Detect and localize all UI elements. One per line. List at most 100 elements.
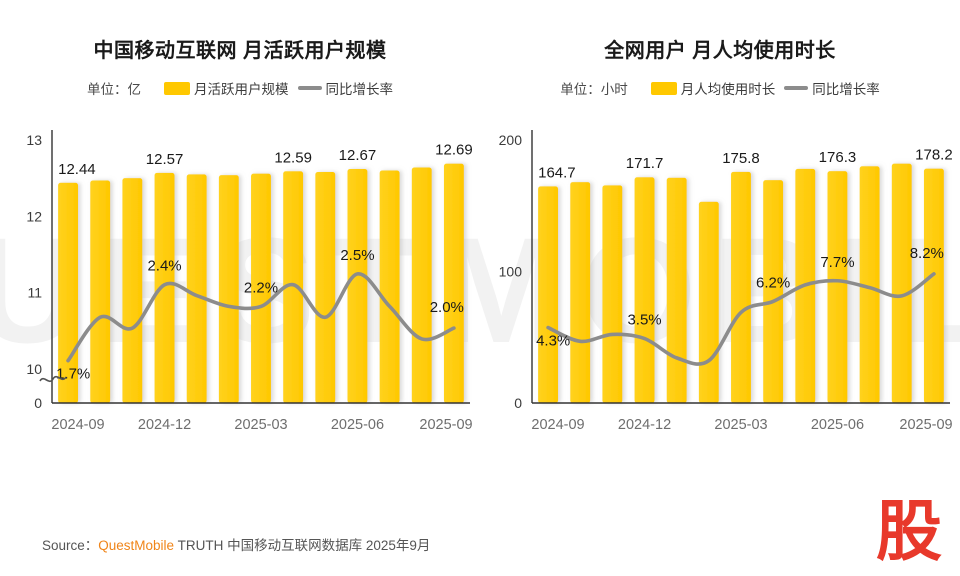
bar xyxy=(251,173,271,403)
growth-value-label: 2.5% xyxy=(340,247,374,264)
bar xyxy=(347,169,368,403)
bar xyxy=(891,163,912,403)
legend-label-line-duration: 同比增长率 xyxy=(812,82,880,97)
bar xyxy=(731,171,751,403)
bar xyxy=(283,171,304,403)
chart-title-duration: 全网用户 月人均使用时长 xyxy=(604,40,836,62)
bar-value-label: 171.7 xyxy=(626,155,664,172)
y-tick-label: 0 xyxy=(514,395,522,411)
legend-label-line-mau: 同比增长率 xyxy=(325,82,394,97)
bar xyxy=(411,167,432,403)
x-tick-label: 2024-09 xyxy=(531,417,584,433)
bar xyxy=(58,182,79,403)
bar xyxy=(443,163,464,403)
x-tick-group: 2024-09 2024-12 2025-03 2025-06 2025-09 xyxy=(51,417,472,433)
bar xyxy=(315,172,336,403)
y-tick-label: 12 xyxy=(26,208,42,224)
growth-value-label: 4.3% xyxy=(536,333,570,350)
bar-labels-group: 164.7 171.7 175.8 176.3 178.2 xyxy=(538,147,953,182)
x-tick-label: 2024-09 xyxy=(51,417,104,433)
legend-item-line-duration: 同比增长率 xyxy=(784,78,880,98)
bar-value-label: 164.7 xyxy=(538,164,576,181)
y-tick-group: 200 100 0 xyxy=(499,132,523,411)
x-tick-group: 2024-09 2024-12 2025-03 2025-06 2025-09 xyxy=(531,417,952,433)
source-rest: TRUTH 中国移动互联网数据库 2025年9月 xyxy=(177,538,431,553)
bar xyxy=(666,177,687,403)
legend-line-icon xyxy=(297,86,322,90)
axis-break-icon xyxy=(39,375,67,383)
y-tick-label: 100 xyxy=(499,264,523,280)
unit-label-mau: 单位：亿 xyxy=(87,82,141,97)
legend-label-bar-mau: 月活跃用户规模 xyxy=(194,82,289,97)
legend-item-bar-duration: 月人均使用时长 xyxy=(650,78,776,98)
legend-label-bar-duration: 月人均使用时长 xyxy=(680,82,776,97)
legend-swatch-icon xyxy=(650,81,677,95)
bar-value-label: 12.44 xyxy=(58,161,96,178)
chart-panel-duration: 全网用户 月人均使用时长 单位：小时 月人均使用时长 同比增长率 164.7 17… xyxy=(480,0,960,500)
chart-title-mau: 中国移动互联网 月活跃用户规模 xyxy=(93,40,387,62)
bar xyxy=(122,178,143,403)
legend-mau: 单位：亿 月活跃用户规模 同比增长率 xyxy=(0,78,480,98)
bars-group xyxy=(538,163,944,403)
bar-value-label: 12.57 xyxy=(146,151,184,168)
x-tick-label: 2025-06 xyxy=(811,417,864,433)
bar xyxy=(570,182,591,403)
growth-line xyxy=(546,272,936,366)
growth-line xyxy=(66,272,456,363)
line-labels-group: 4.3% 3.5% 6.2% 7.7% 8.2% xyxy=(536,245,944,350)
growth-value-label: 2.0% xyxy=(430,299,464,316)
growth-value-label: 7.7% xyxy=(820,254,854,271)
bar xyxy=(827,171,848,403)
y-tick-group: 13 12 11 10 0 xyxy=(26,132,42,411)
plot-area-duration: 164.7 171.7 175.8 176.3 178.2 4.3% 3.5% 6.2% 7.7… xyxy=(480,118,960,463)
line-labels-group: 1.7% 2.4% 2.2% 2.5% 2.0% xyxy=(56,247,464,383)
bar-value-label: 12.69 xyxy=(435,142,473,159)
chart-svg-mau: 12.44 12.57 12.59 12.67 12.69 1.7% 2.4% 2.2% 2.5… xyxy=(26,130,473,433)
legend-duration: 单位：小时 月人均使用时长 同比增长率 xyxy=(480,78,960,98)
chart-panel-mau: 中国移动互联网 月活跃用户规模 单位：亿 月活跃用户规模 同比增长率 12.44… xyxy=(0,0,480,500)
bars-group xyxy=(58,163,464,403)
y-tick-label: 11 xyxy=(27,285,42,301)
growth-value-label: 1.7% xyxy=(56,366,90,383)
bar-value-label: 175.8 xyxy=(722,150,760,167)
plot-area-mau: 12.44 12.57 12.59 12.67 12.69 1.7% 2.4% 2.2% 2.5… xyxy=(0,118,480,463)
chart-svg-duration: 164.7 171.7 175.8 176.3 178.2 4.3% 3.5% 6.2% 7.7… xyxy=(499,130,953,433)
y-tick-label: 0 xyxy=(34,395,42,411)
bar xyxy=(218,175,239,403)
x-tick-label: 2025-06 xyxy=(331,417,384,433)
x-tick-label: 2025-09 xyxy=(419,417,472,433)
bar xyxy=(602,185,623,403)
bar-labels-group: 12.44 12.57 12.59 12.67 12.69 xyxy=(58,142,473,178)
bar xyxy=(634,177,655,403)
source-footer: Source：QuestMobile TRUTH 中国移动互联网数据库 2025… xyxy=(42,534,430,554)
bar-value-label: 12.59 xyxy=(274,149,312,166)
y-tick-label: 13 xyxy=(26,132,42,148)
bar xyxy=(763,180,784,403)
bar xyxy=(90,180,111,403)
y-tick-label: 200 xyxy=(499,132,523,148)
bar xyxy=(923,168,944,403)
source-brand: QuestMobile xyxy=(98,538,175,553)
legend-item-bar-mau: 月活跃用户规模 xyxy=(164,78,289,98)
bar xyxy=(379,170,400,403)
x-tick-label: 2024-12 xyxy=(138,417,191,433)
legend-item-line-mau: 同比增长率 xyxy=(297,78,394,98)
bar xyxy=(859,166,880,403)
bar-value-label: 178.2 xyxy=(915,147,953,164)
bar xyxy=(186,174,207,403)
legend-swatch-icon xyxy=(164,81,190,95)
growth-value-label: 3.5% xyxy=(627,312,661,329)
unit-label-duration: 单位：小时 xyxy=(560,82,628,97)
bar xyxy=(538,186,559,403)
legend-line-icon xyxy=(784,86,809,90)
growth-value-label: 8.2% xyxy=(910,245,944,262)
y-tick-label: 10 xyxy=(26,361,42,377)
x-tick-label: 2025-03 xyxy=(234,417,287,433)
bar-value-label: 12.67 xyxy=(339,147,377,164)
bar xyxy=(154,172,175,403)
publisher-logo: 股 xyxy=(876,493,942,570)
x-tick-label: 2025-03 xyxy=(714,417,767,433)
bar-value-label: 176.3 xyxy=(819,149,857,166)
source-prefix: Source： xyxy=(42,538,99,553)
